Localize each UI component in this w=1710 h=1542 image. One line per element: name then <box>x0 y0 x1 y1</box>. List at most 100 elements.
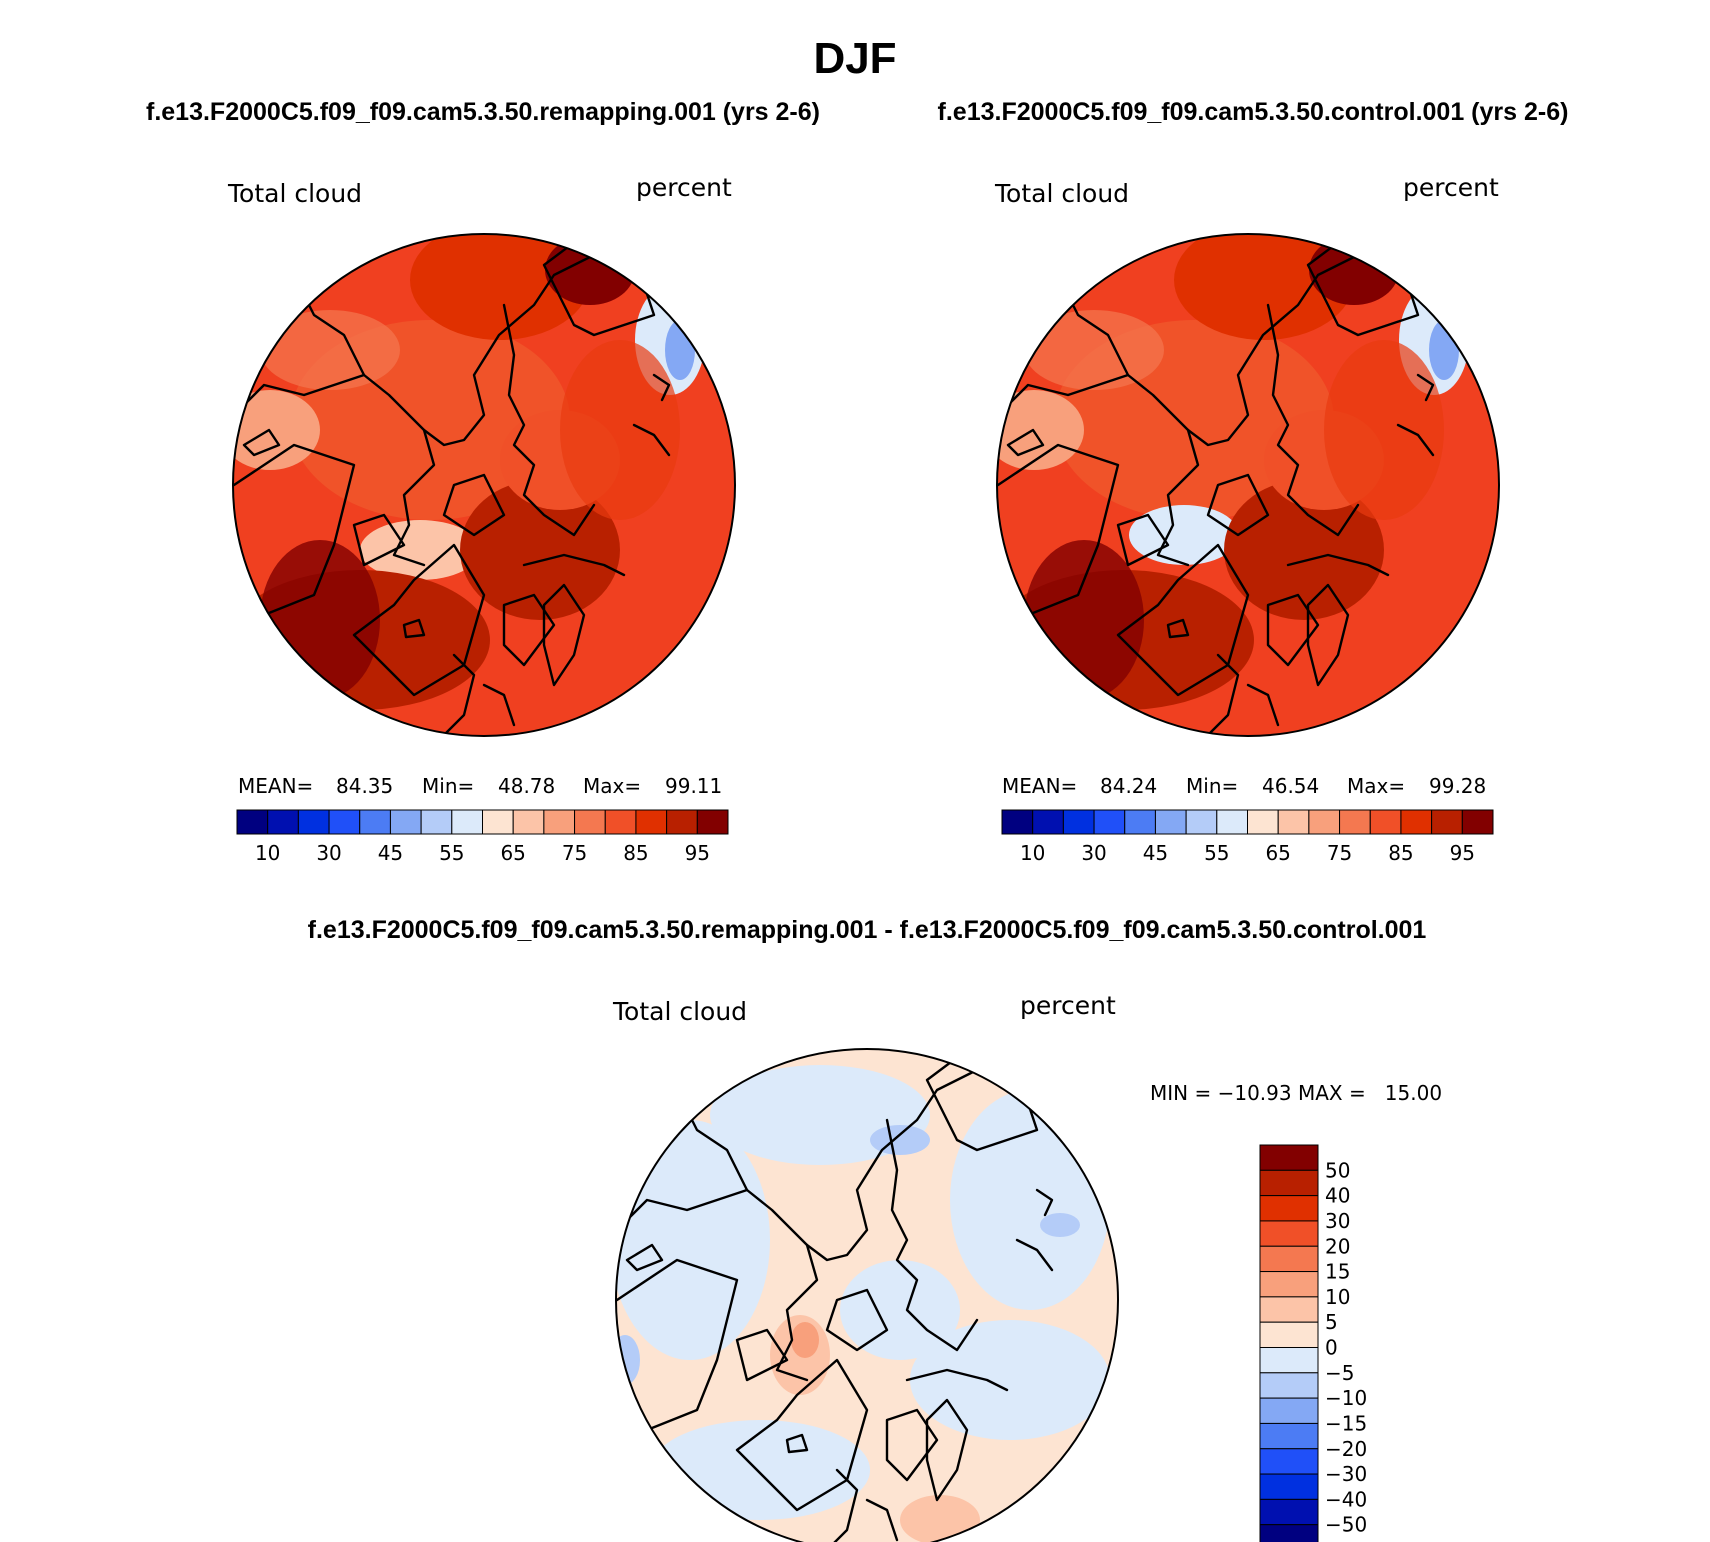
colorbar-swatch <box>696 809 729 835</box>
colorbar-tick-label: −40 <box>1325 1487 1367 1511</box>
colorbar-swatch <box>482 809 514 835</box>
colorbar-swatch <box>1259 1271 1319 1298</box>
max-label: Max= <box>1347 774 1405 798</box>
panel-title: f.e13.F2000C5.f09_f09.cam5.3.50.control.… <box>938 98 1569 126</box>
colorbar-swatch <box>1259 1473 1319 1500</box>
units-label: percent <box>1403 173 1499 202</box>
colorbar-swatch <box>1154 809 1187 835</box>
polar-map <box>233 234 735 736</box>
max-value: 99.11 <box>665 774 722 798</box>
max-value: 99.28 <box>1429 774 1486 798</box>
colorbar-tick-label: −20 <box>1325 1437 1367 1461</box>
colorbar-tick-label: 15 <box>1325 1260 1350 1284</box>
colorbar-swatch <box>236 809 269 835</box>
colorbar-swatch <box>1369 809 1402 835</box>
colorbar-tick-label: 10 <box>1020 841 1045 865</box>
mean-label: MEAN= <box>1002 774 1077 798</box>
colorbar-swatch <box>1259 1220 1319 1247</box>
colorbar-tick-label: 45 <box>378 841 403 865</box>
panel-title: f.e13.F2000C5.f09_f09.cam5.3.50.remappin… <box>146 98 820 126</box>
colorbar-swatch <box>666 809 698 835</box>
field-label: Total cloud <box>994 179 1129 208</box>
colorbar-tick-label: 5 <box>1325 1310 1338 1334</box>
panel-difference: f.e13.F2000C5.f09_f09.cam5.3.50.remappin… <box>308 916 1442 1542</box>
colorbar-swatch <box>267 809 299 835</box>
mean-label: MEAN= <box>238 774 313 798</box>
colorbar-tick-label: 0 <box>1325 1336 1338 1360</box>
colorbar-swatch <box>574 809 606 835</box>
colorbar-swatch <box>451 809 483 835</box>
min-label: Min= <box>1186 774 1238 798</box>
colorbar-swatch <box>1259 1245 1319 1273</box>
colorbar-tick-label: 10 <box>255 841 280 865</box>
colorbar-swatch <box>512 809 545 835</box>
mean-value: 84.24 <box>1100 774 1157 798</box>
colorbar-swatch <box>543 809 576 835</box>
colorbar-tick-label: 65 <box>1265 841 1290 865</box>
colorbar-tick-label: 40 <box>1325 1184 1350 1208</box>
colorbar-tick-label: 75 <box>562 841 587 865</box>
colorbar-tick-label: 75 <box>1327 841 1352 865</box>
colorbar-swatch <box>1259 1144 1319 1171</box>
colorbar-swatch <box>1431 809 1463 835</box>
units-label: percent <box>1020 991 1116 1020</box>
colorbar-tick-label: −10 <box>1325 1386 1367 1410</box>
map-boundary <box>996 233 1500 737</box>
colorbar-tick-label: 20 <box>1325 1234 1350 1258</box>
colorbar-swatch <box>1062 809 1095 835</box>
colorbar-swatch <box>1277 809 1310 835</box>
colorbar-swatch <box>1259 1498 1319 1526</box>
max-label: Max= <box>583 774 641 798</box>
colorbar: 10 30 45 55 65 75 85 95 <box>236 809 729 865</box>
colorbar-tick-label: 65 <box>500 841 525 865</box>
colorbar-swatch <box>1259 1169 1319 1197</box>
colorbar-swatch <box>1259 1195 1319 1222</box>
colorbar-swatch <box>1216 809 1248 835</box>
colorbar-swatch <box>359 809 391 835</box>
polar-map <box>616 1049 1118 1542</box>
panel-title: f.e13.F2000C5.f09_f09.cam5.3.50.remappin… <box>308 916 1427 944</box>
colorbar-tick-label: 95 <box>685 841 710 865</box>
colorbar-swatch <box>1032 809 1064 835</box>
colorbar-swatch <box>389 809 422 835</box>
min-label: Min= <box>422 774 474 798</box>
figure-title: DJF <box>813 34 896 83</box>
colorbar-tick-label: 50 <box>1325 1158 1350 1182</box>
colorbar-swatch <box>1259 1448 1319 1475</box>
colorbar-tick-label: −15 <box>1325 1411 1367 1435</box>
colorbar-tick-label: 30 <box>316 841 341 865</box>
colorbar-tick-label: 45 <box>1143 841 1168 865</box>
colorbar-swatch <box>1001 809 1034 835</box>
colorbar-swatch <box>1124 809 1156 835</box>
colorbar-tick-label: −50 <box>1325 1513 1367 1537</box>
colorbar-swatch <box>1259 1321 1319 1348</box>
min-value: 46.54 <box>1262 774 1319 798</box>
colorbar-swatch <box>1461 809 1494 835</box>
colorbar-tick-label: 95 <box>1450 841 1475 865</box>
colorbar-swatch <box>1093 809 1126 835</box>
colorbar-swatch <box>1308 809 1341 835</box>
colorbar-swatch <box>420 809 453 835</box>
colorbar-swatch <box>1259 1397 1319 1424</box>
colorbar-swatch <box>1259 1524 1319 1542</box>
colorbar-swatch <box>1259 1422 1319 1450</box>
colorbar-swatch <box>1247 809 1279 835</box>
colorbar-tick-label: 30 <box>1325 1209 1350 1233</box>
colorbar-swatch <box>328 809 361 835</box>
map-boundary <box>232 233 736 737</box>
colorbar-swatch <box>1185 809 1218 835</box>
field-label: Total cloud <box>227 179 362 208</box>
colorbar-tick-label: 10 <box>1325 1285 1350 1309</box>
colorbar-swatch <box>297 809 330 835</box>
colorbar-tick-label: 85 <box>1388 841 1413 865</box>
colorbar-swatch <box>604 809 637 835</box>
polar-map <box>997 234 1499 736</box>
colorbar-swatch <box>635 809 668 835</box>
min-max-stats: MIN = −10.93 MAX = 15.00 <box>1150 1081 1442 1105</box>
colorbar-swatch <box>1259 1296 1319 1323</box>
min-value: 48.78 <box>498 774 555 798</box>
colorbar-swatch <box>1259 1347 1319 1374</box>
map-boundary <box>615 1048 1119 1542</box>
